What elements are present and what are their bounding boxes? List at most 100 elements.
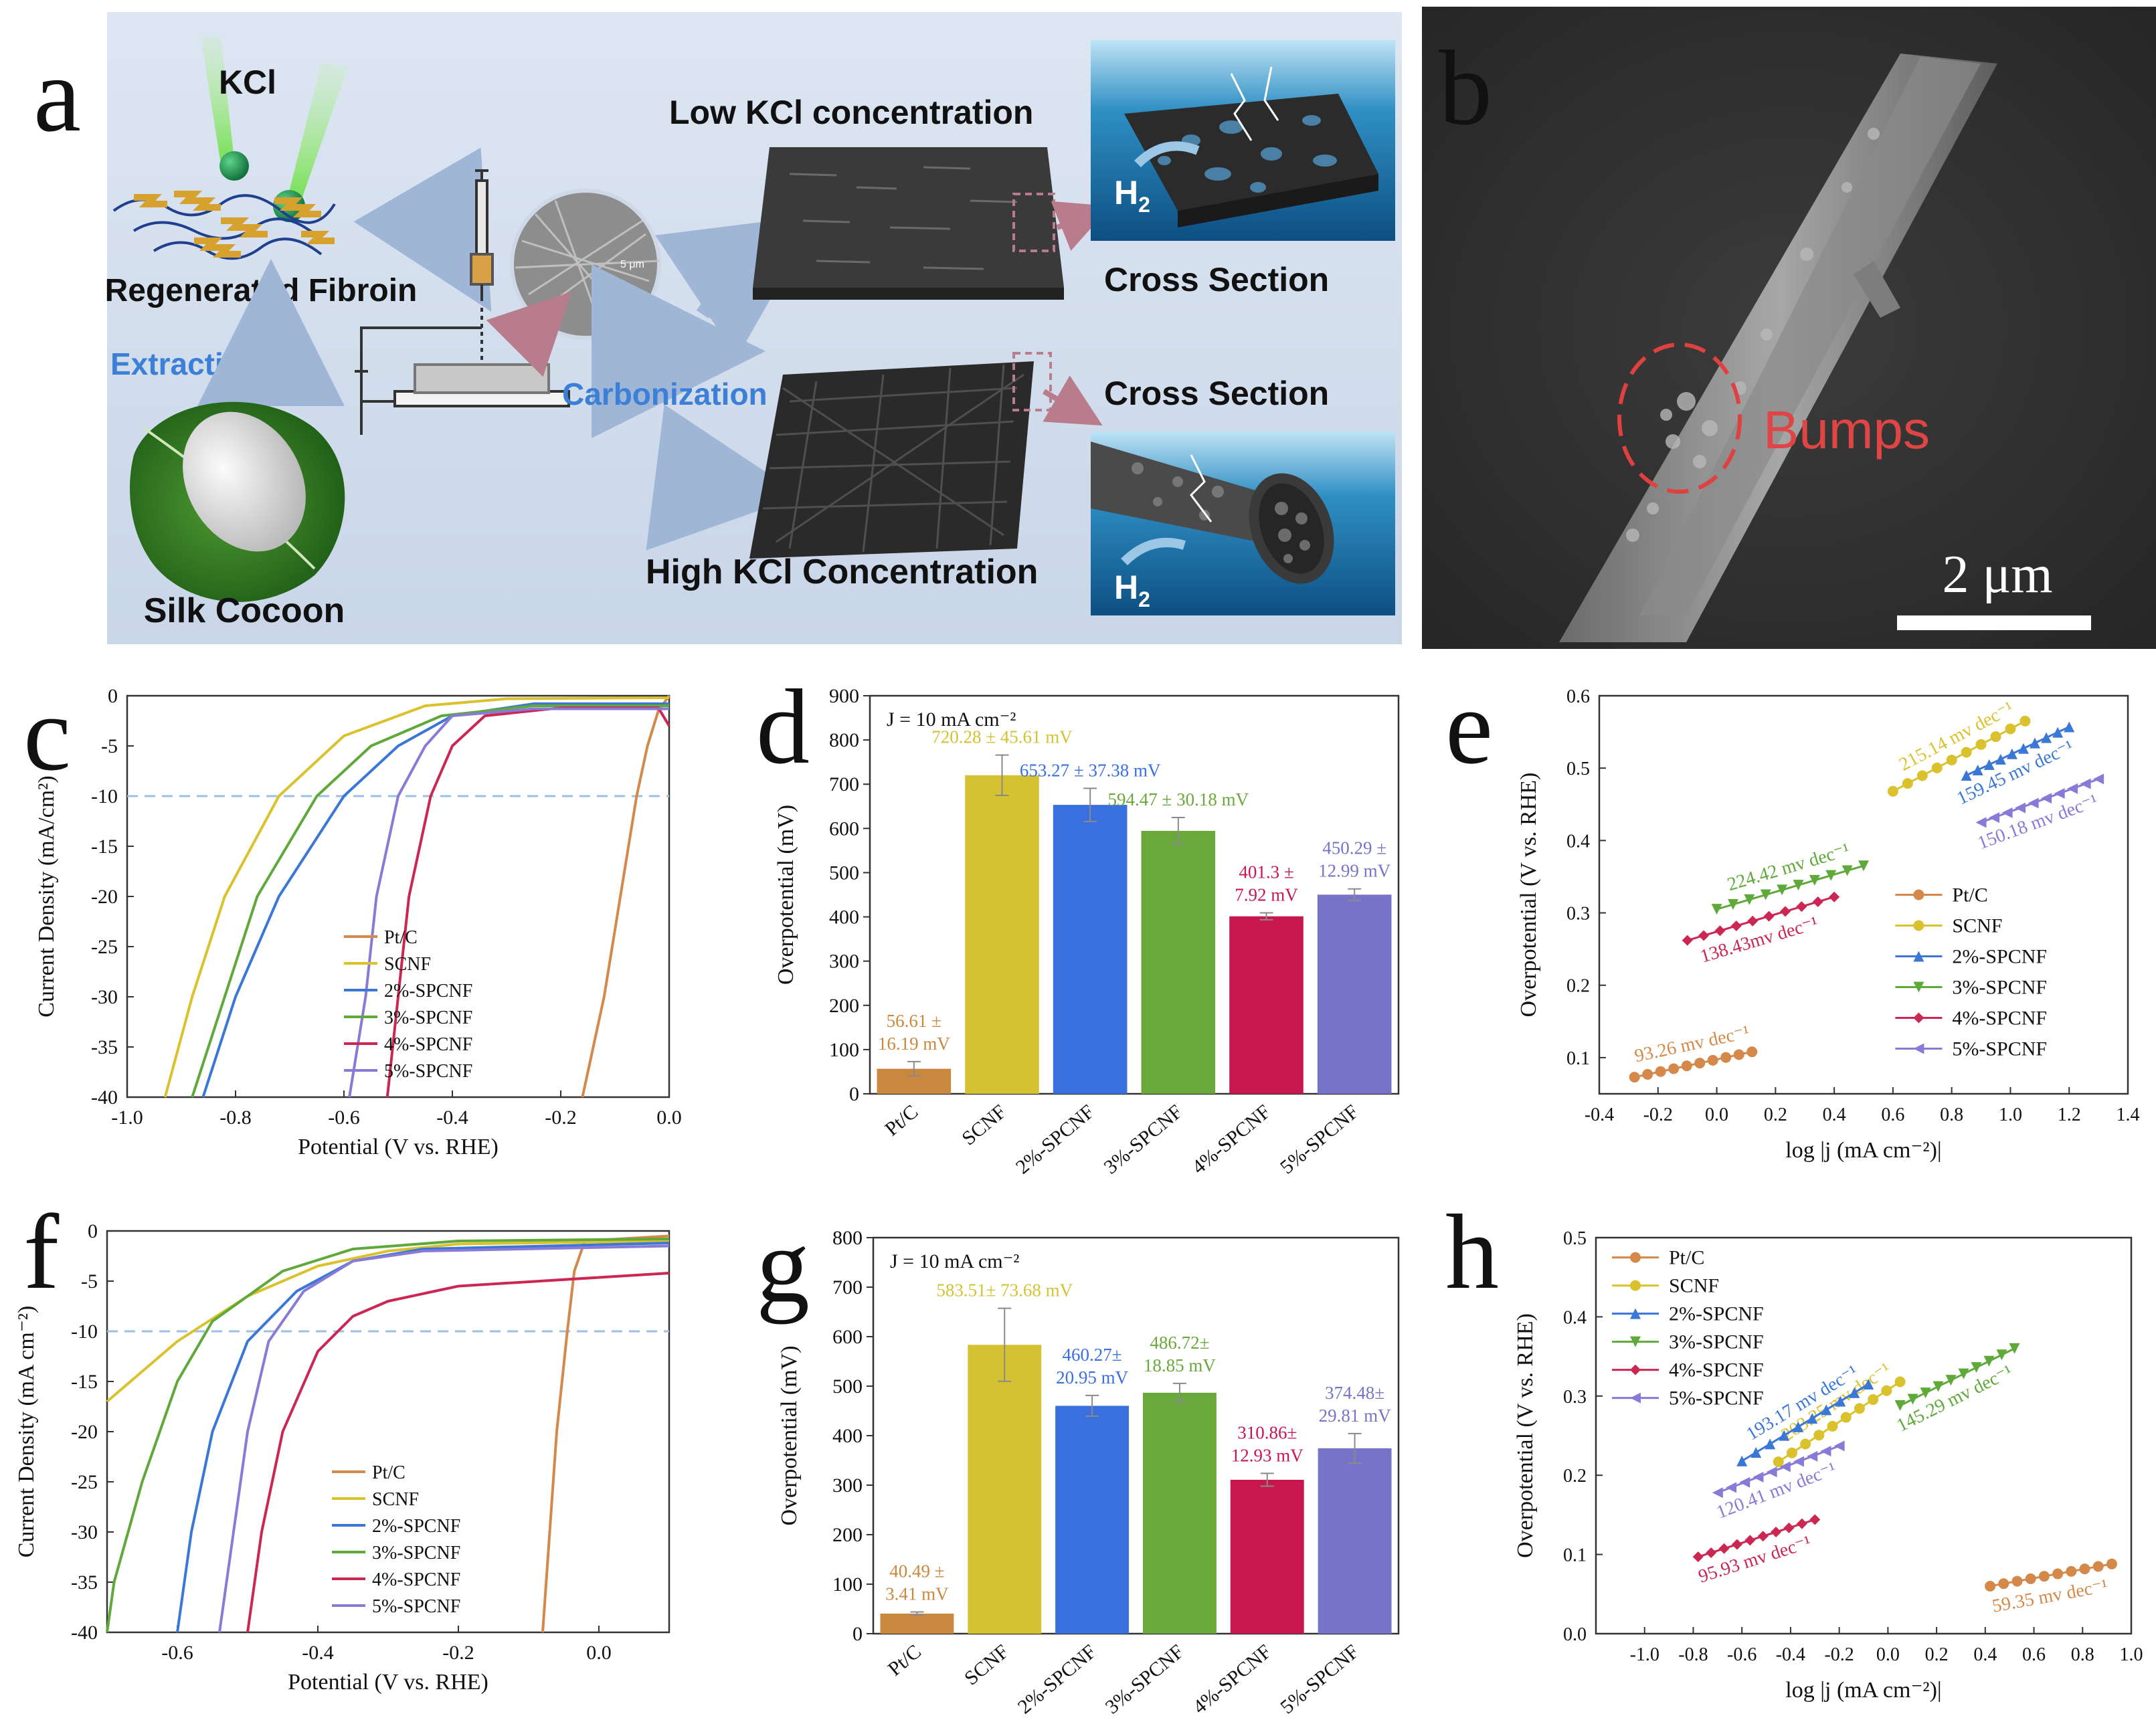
data-point-5-spcnf bbox=[1753, 1471, 1764, 1482]
panel-a-letter: a bbox=[33, 35, 81, 154]
data-point-2-spcnf bbox=[1807, 1413, 1818, 1424]
legend-label-2-spcnf: 2%-SPCNF bbox=[372, 1516, 460, 1537]
data-point-4-spcnf bbox=[1829, 891, 1840, 902]
data-point-2-spcnf bbox=[1972, 764, 1983, 775]
y-tick-label: -10 bbox=[91, 785, 118, 807]
h2-label-low: H2 bbox=[1114, 174, 1150, 217]
data-point-pt-c bbox=[1720, 1052, 1732, 1063]
data-point-pt-c bbox=[1998, 1578, 2009, 1590]
data-point-4-spcnf bbox=[1771, 1527, 1782, 1538]
legend-label-scnf: SCNF bbox=[372, 1489, 419, 1510]
bar-value-label-3-spcnf: 18.85 mV bbox=[1144, 1355, 1217, 1375]
data-point-5-spcnf bbox=[2067, 783, 2078, 794]
high-kcl-zoom-arrow bbox=[1042, 375, 1103, 426]
x-tick-label: 3%-SPCNF bbox=[1100, 1100, 1187, 1178]
data-point-4-spcnf bbox=[1714, 925, 1726, 937]
high-kcl-cross-section-inset: H2 bbox=[1091, 431, 1395, 615]
y-tick-label: -35 bbox=[71, 1571, 98, 1594]
series-line-pt-c bbox=[541, 1234, 670, 1633]
bar-5-spcnf bbox=[1318, 1448, 1392, 1634]
x-tick-label: 2%-SPCNF bbox=[1012, 1100, 1099, 1178]
data-point-scnf bbox=[1840, 1412, 1852, 1423]
legend-marker-3-spcnf bbox=[1630, 1336, 1641, 1347]
chart-e-tafel: -0.4 -0.2 0.0 0.2 0.4 0.6 0.8 1.0 1.2 1.4 0.1 0.2 0.… bbox=[1516, 686, 2140, 1163]
chart-c-lsv: -1.0 -0.8 -0.6 -0.4 -0.2 0.0 0 -5 -10 -15 -20 -25 -3… bbox=[34, 685, 682, 1159]
data-point-2-spcnf bbox=[1765, 1438, 1776, 1450]
bar-value-label-pt-c: 56.61 ± bbox=[887, 1011, 941, 1031]
y-tick-label: 600 bbox=[829, 818, 859, 840]
bar-value-label-2-spcnf: 460.27± bbox=[1063, 1345, 1122, 1365]
y-axis-label: Overpotential (V vs. RHE) bbox=[1513, 1313, 1538, 1558]
fibroin-to-spinning-arrow bbox=[353, 147, 492, 312]
fit-line-4-spcnf bbox=[1698, 1519, 1815, 1558]
data-point-4-spcnf bbox=[1809, 1514, 1821, 1525]
data-point-pt-c bbox=[1694, 1058, 1706, 1069]
data-point-3-spcnf bbox=[1841, 865, 1853, 876]
data-point-3-spcnf bbox=[1907, 1394, 1918, 1405]
x-tick-label: -1.0 bbox=[111, 1107, 143, 1129]
x-tick-label: 0.8 bbox=[2071, 1644, 2094, 1665]
y-tick-label: 800 bbox=[829, 729, 859, 751]
legend-label-2-spcnf: 2%-SPCNF bbox=[1952, 946, 2047, 968]
data-point-scnf bbox=[1975, 739, 1987, 750]
data-point-3-spcnf bbox=[1793, 880, 1804, 891]
data-point-scnf bbox=[2005, 723, 2016, 735]
y-tick-label: 0.2 bbox=[1566, 976, 1590, 997]
y-tick-label: -30 bbox=[71, 1521, 98, 1543]
x-tick-label: Pt/C bbox=[881, 1100, 922, 1141]
series-line-pt-c bbox=[581, 694, 670, 1098]
y-tick-label: 0.3 bbox=[1563, 1387, 1587, 1408]
y-tick-label: -40 bbox=[71, 1622, 98, 1644]
bar-value-label-pt-c: 40.49 ± bbox=[889, 1561, 944, 1581]
data-point-5-spcnf bbox=[1820, 1446, 1831, 1457]
bumps-highlight-circle bbox=[1617, 343, 1742, 494]
data-point-3-spcnf bbox=[1711, 904, 1722, 915]
data-point-2-spcnf bbox=[1750, 1447, 1762, 1458]
data-point-5-spcnf bbox=[1779, 1461, 1791, 1472]
slope-label-4-spcnf: 138.43mv dec⁻¹ bbox=[1698, 913, 1820, 967]
bar-value-label-4-spcnf: 310.86± bbox=[1237, 1422, 1297, 1442]
y-tick-label: 0.0 bbox=[1563, 1624, 1587, 1645]
y-tick-label: 0.4 bbox=[1563, 1307, 1587, 1328]
bar-2-spcnf bbox=[1053, 805, 1128, 1094]
data-point-3-spcnf bbox=[1920, 1387, 1931, 1399]
fit-line-pt-c bbox=[1634, 1050, 1753, 1078]
bar-value-label-4-spcnf: 12.93 mV bbox=[1231, 1445, 1304, 1465]
data-point-2-spcnf bbox=[1736, 1455, 1748, 1466]
y-tick-label: 0 bbox=[852, 1623, 863, 1645]
low-kcl-label: Low KCl concentration bbox=[669, 94, 1033, 131]
legend-label-4-spcnf: 4%-SPCNF bbox=[1952, 1007, 2047, 1030]
y-tick-label: -10 bbox=[71, 1321, 98, 1343]
carbonization-label: Carbonization bbox=[562, 377, 768, 411]
series-line-2-spcnf bbox=[201, 702, 669, 1098]
bar-value-label-2-spcnf: 653.27 ± 37.38 mV bbox=[1020, 760, 1161, 780]
data-point-4-spcnf bbox=[1779, 906, 1791, 917]
high-concentration-arrow bbox=[646, 404, 802, 551]
legend-marker-pt-c bbox=[1630, 1252, 1641, 1263]
x-tick-label: -0.4 bbox=[1585, 1105, 1614, 1125]
y-tick-label: -40 bbox=[91, 1086, 118, 1109]
silk-cocoon-illustration bbox=[130, 401, 345, 602]
series-line-scnf bbox=[163, 696, 670, 1098]
data-point-pt-c bbox=[1733, 1049, 1744, 1060]
kcl-label: KCl bbox=[219, 64, 276, 101]
x-tick-label: 0.6 bbox=[2022, 1644, 2046, 1665]
data-point-scnf bbox=[1800, 1438, 1811, 1450]
series-line-2-spcnf bbox=[176, 1242, 670, 1633]
data-point-5-spcnf bbox=[2054, 788, 2065, 799]
fit-line-2-spcnf bbox=[1965, 726, 2070, 777]
data-point-4-spcnf bbox=[1731, 1539, 1742, 1550]
bar-value-label-3-spcnf: 594.47 ± 30.18 mV bbox=[1108, 789, 1249, 809]
data-point-5-spcnf bbox=[1833, 1440, 1845, 1452]
data-point-5-spcnf bbox=[2028, 797, 2039, 809]
y-tick-label: -20 bbox=[91, 886, 118, 908]
y-axis-label: Current Density (mA cm⁻²) bbox=[14, 1306, 39, 1558]
data-point-4-spcnf bbox=[1763, 910, 1775, 922]
bar-value-label-pt-c: 3.41 mV bbox=[885, 1584, 949, 1604]
y-tick-label: 0 bbox=[88, 1220, 98, 1242]
data-point-3-spcnf bbox=[1971, 1362, 1982, 1373]
data-point-3-spcnf bbox=[1727, 898, 1738, 910]
x-tick-label: -0.4 bbox=[1776, 1644, 1805, 1665]
data-point-5-spcnf bbox=[1793, 1456, 1805, 1467]
fit-line-4-spcnf bbox=[1687, 896, 1835, 942]
